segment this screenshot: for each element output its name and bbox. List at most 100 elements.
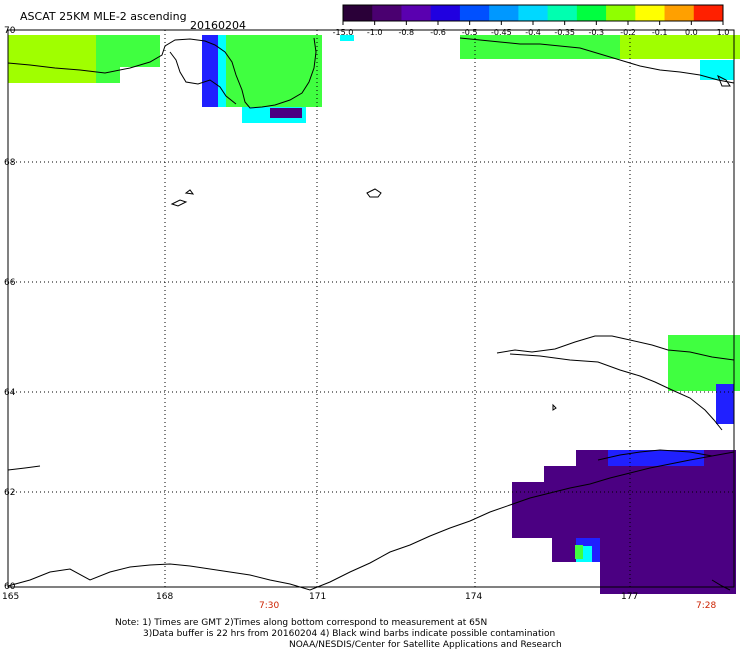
swath-cell [672, 466, 680, 474]
swath-cell [732, 51, 740, 59]
swath-cell [556, 43, 564, 51]
swath-cell [560, 530, 568, 538]
swath-cell [672, 578, 680, 586]
swath-cell [688, 506, 696, 514]
latitude-labels: 70 68 66 64 62 60 [4, 26, 16, 592]
swath-cell [500, 35, 508, 43]
swath-cell [290, 43, 298, 51]
swath-cell [128, 43, 136, 51]
swath-cell [672, 546, 680, 554]
swath-cell [728, 450, 736, 458]
swath-cell [266, 99, 274, 107]
swath-cell [226, 51, 234, 59]
swath-cell [640, 562, 648, 570]
lon-label-177: 177 [621, 592, 638, 602]
swath-cell [556, 51, 564, 59]
swath-cell [314, 35, 322, 43]
swath-cell [716, 367, 724, 375]
swath-cell [266, 35, 274, 43]
swath-cell [24, 43, 32, 51]
chukotka-coast [496, 335, 735, 361]
colorbar-label: -0.35 [554, 28, 575, 37]
swath-cell [648, 450, 656, 458]
swath-cell [258, 51, 266, 59]
swath-cell [728, 482, 736, 490]
swath-cell [88, 35, 96, 43]
swath-cell [680, 546, 688, 554]
swath-cell [608, 450, 616, 458]
swath-cell [202, 99, 210, 107]
swath-cell [616, 522, 624, 530]
swath-cell [688, 530, 696, 538]
swath-cell [680, 522, 688, 530]
swath-cell [576, 530, 584, 538]
swath-cell [24, 35, 32, 43]
swath-cell [700, 383, 708, 391]
swath-cell [274, 43, 282, 51]
swath-cell [708, 359, 716, 367]
lat-label-60: 60 [4, 582, 16, 592]
swath-cell [712, 466, 720, 474]
swath-cell [712, 570, 720, 578]
swath-cell [512, 490, 520, 498]
swath-cell [32, 67, 40, 75]
swath-cell [556, 35, 564, 43]
swath-cell [16, 59, 24, 67]
swath-cell [632, 578, 640, 586]
swath-cell [704, 450, 712, 458]
swath-cell [668, 367, 676, 375]
swath-cell [500, 43, 508, 51]
swath-cell [282, 59, 290, 67]
swath-cell [608, 570, 616, 578]
swath-cell [258, 115, 266, 123]
swath-cell [720, 498, 728, 506]
swath-cell [688, 514, 696, 522]
swath-cell [580, 51, 588, 59]
swath-cell [218, 35, 226, 43]
swath-cell [314, 59, 322, 67]
lat-label-68: 68 [4, 158, 16, 168]
swath-cell [56, 75, 64, 83]
swath-cell [88, 51, 96, 59]
swath-cell [540, 35, 548, 43]
swath-cell [688, 578, 696, 586]
swath-cell [592, 538, 600, 546]
swath-cell [104, 75, 112, 83]
swath-cell [672, 554, 680, 562]
swath-cell [532, 51, 540, 59]
swath-cell [688, 466, 696, 474]
chukotka-coast-2 [509, 353, 723, 431]
swath-cell [656, 482, 664, 490]
swath-cell [616, 450, 624, 458]
swath-cell [664, 578, 672, 586]
swath-cell [306, 99, 314, 107]
swath-cell [210, 51, 218, 59]
swath-cell [600, 498, 608, 506]
swath-cell [544, 514, 552, 522]
map-panel: 70 68 66 64 62 60 165 168 171 174 177 7:… [2, 26, 740, 611]
swath-cell [716, 35, 724, 43]
colorbar-swatch [693, 5, 724, 21]
swath-cell [112, 59, 120, 67]
swath-cell [512, 522, 520, 530]
swath-cell [560, 474, 568, 482]
swath-cell [680, 570, 688, 578]
swath-cell [724, 51, 732, 59]
swath-cell [732, 359, 740, 367]
swath-cell [624, 466, 632, 474]
swath-cell [72, 43, 80, 51]
swath-cell [80, 35, 88, 43]
swath-cell [226, 35, 234, 43]
swath-cell [128, 51, 136, 59]
swath-cell [242, 107, 250, 115]
swath-cell [676, 383, 684, 391]
swath-cell [620, 43, 628, 51]
swath-cell [656, 586, 664, 594]
swath-cell [664, 570, 672, 578]
swath-cell [584, 538, 592, 546]
small-island [552, 403, 557, 411]
swath-cell [282, 43, 290, 51]
swath-cell [700, 375, 708, 383]
swath-cell [544, 522, 552, 530]
kamchatka-left [7, 465, 41, 471]
